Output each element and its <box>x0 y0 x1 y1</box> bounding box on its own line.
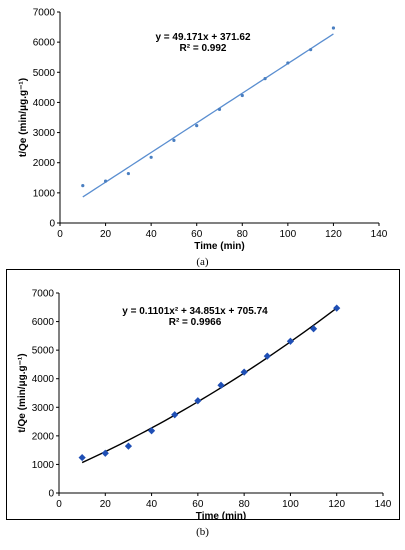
c1-data-point <box>101 449 109 457</box>
c1-data-point <box>194 397 202 405</box>
c0-data-point <box>309 48 313 52</box>
c0-x-tick-label: 120 <box>325 229 342 240</box>
caption-a: (a) <box>196 256 209 268</box>
c1-y-axis-label: t/Qe (min/μg.g⁻¹) <box>17 353 28 432</box>
c0-y-tick-label: 6000 <box>33 38 56 49</box>
c1-x-tick-label: 20 <box>100 499 112 510</box>
c0-data-point <box>195 124 199 128</box>
c1-data-point <box>147 427 156 435</box>
c0-y-tick-label: 7000 <box>33 8 56 19</box>
c1-y-tick-label: 5000 <box>32 346 55 357</box>
c0-data-point <box>286 61 290 65</box>
c0-data-point <box>172 138 176 143</box>
c0-trendline <box>82 33 334 198</box>
c1-y-tick-label: 2000 <box>32 431 55 442</box>
c1-y-tick-label: 6000 <box>32 317 55 328</box>
c1-y-tick-label: 7000 <box>32 289 55 300</box>
c0-data-point <box>126 171 130 176</box>
c0-data-point <box>103 179 108 183</box>
c1-x-tick-label: 100 <box>282 499 299 510</box>
chart-panel-b: 0 1000 2000 3000 4000 5000 6000 7000 0 20 40 60 80 10… <box>6 269 400 523</box>
c1-x-tick-label: 80 <box>239 499 251 510</box>
c0-y-tick-label: 2000 <box>33 158 56 169</box>
c1-x-tick-label: 0 <box>56 499 62 510</box>
c1-data-point <box>217 381 225 389</box>
c1-x-tick-label: 40 <box>146 499 158 510</box>
c0-x-tick-label: 20 <box>100 229 112 240</box>
c0-x-tick-label: 0 <box>57 229 63 240</box>
c1-data-point <box>286 337 295 345</box>
c1-trendline <box>81 307 338 464</box>
c1-y-tick-label: 0 <box>48 489 54 500</box>
c0-data-point <box>149 155 153 159</box>
c0-data-point <box>331 26 336 30</box>
c0-x-tick-label: 80 <box>237 229 249 240</box>
c1-x-tick-label: 120 <box>328 499 345 510</box>
c1-data-point <box>78 453 86 462</box>
c0-data-point <box>81 184 85 188</box>
c1-x-tick-label: 60 <box>192 499 204 510</box>
c1-y-tick-label: 4000 <box>32 374 55 385</box>
chart-panel-a: 0 1000 2000 3000 4000 5000 6000 7000 0 20 40 60 80 10… <box>6 0 400 253</box>
c1-data-point <box>124 442 133 450</box>
c0-r-squared-annotation: R² = 0.992 <box>180 43 227 54</box>
c1-y-tick-label: 3000 <box>32 403 55 414</box>
c0-data-point <box>240 93 244 98</box>
c0-data-point <box>263 77 267 81</box>
c0-y-tick-label: 4000 <box>33 98 56 109</box>
c1-equation-annotation: y = 0.1101x² + 34.851x + 705.74 <box>122 306 268 317</box>
c1-data-point <box>171 411 179 419</box>
c0-x-tick-label: 40 <box>146 229 158 240</box>
c0-y-tick-label: 3000 <box>33 128 56 139</box>
c0-y-tick-label: 1000 <box>33 188 56 199</box>
c0-x-tick-label: 100 <box>280 229 297 240</box>
caption-b: (b) <box>196 526 209 538</box>
c0-data-point <box>217 107 222 111</box>
c0-y-tick-label: 0 <box>49 219 55 230</box>
c1-data-point <box>309 325 318 333</box>
c0-equation-annotation: y = 49.171x + 371.62 <box>155 32 251 43</box>
c1-r-squared-annotation: R² = 0.9966 <box>169 317 222 328</box>
c0-y-axis-label: t/Qe (min/μg.g⁻¹) <box>18 78 29 157</box>
c1-x-tick-label: 140 <box>375 499 392 510</box>
chart-b-svg: 0 1000 2000 3000 4000 5000 6000 7000 0 20 40 60 80 10… <box>17 289 392 523</box>
c1-y-tick-label: 1000 <box>32 460 55 471</box>
c0-y-tick-label: 5000 <box>33 68 56 79</box>
c0-x-axis-label: Time (min) <box>194 241 244 252</box>
c1-x-axis-label: Time (min) <box>196 511 246 519</box>
c0-x-tick-label: 60 <box>191 229 203 240</box>
chart-a-svg: 0 1000 2000 3000 4000 5000 6000 7000 0 20 40 60 80 10… <box>18 8 388 253</box>
c0-x-tick-label: 140 <box>371 229 388 240</box>
